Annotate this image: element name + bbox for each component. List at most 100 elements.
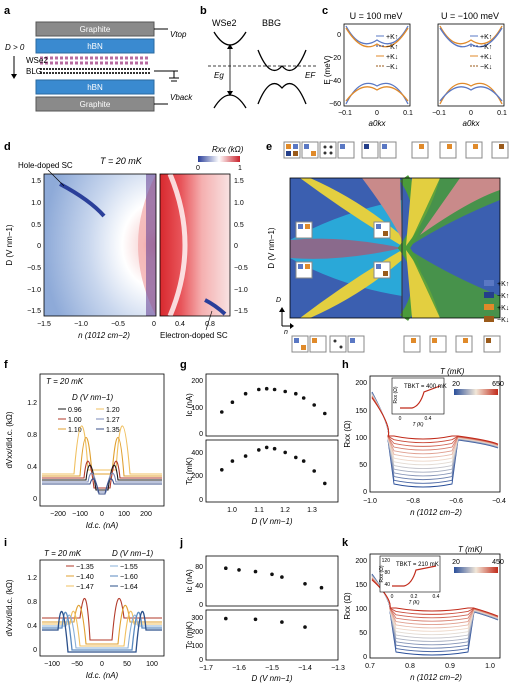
wse2-valence-band [213,94,247,109]
d-xtick: −1.5 [37,321,51,328]
g-bottom-axes [205,439,339,503]
d-cbar-tick: 1 [238,165,242,172]
data-point [312,469,317,473]
panel-h: h T (mK) 20 650 TBKT = 400 mK Rxx (Ω) 0 … [342,359,506,517]
legend-item: −K↑ [497,293,509,300]
layer-label: hBN [87,83,103,92]
panel-g: g Ic (nA) Tc (mK) 200 100 0 400 200 0 1.… [180,359,339,526]
k-cbar-tick: 450 [492,559,504,566]
j-ytick: 0 [199,657,203,664]
d-ytick-right: 1.0 [234,200,244,207]
legend-item: −1.55 [120,564,138,571]
panel-letter-a: a [4,5,11,17]
data-point [243,391,248,396]
i-temperature: T = 20 mK [44,549,82,558]
data-point [294,455,298,460]
k-xtick: 1.0 [485,663,495,670]
j-ylabel-bottom: Tc (mK) [185,621,194,649]
e-bottom-icons [291,335,501,353]
wse2-label: WSe2 [26,56,48,65]
g-xlabel: D (V nm−1) [251,517,292,526]
data-point [264,386,269,391]
d-electron-sc-feature [204,298,227,316]
j-ytick: 100 [191,643,203,650]
d-xtick: 0.4 [175,321,185,328]
d-ytick: 1.0 [31,200,41,207]
k-inset-ylabel: Rxx (Ω) [379,565,385,582]
j-top-axes [205,555,339,607]
panel-d: d T = 20 mK Rxx (kΩ) 0 1 D (V nm−1) 1.5 … [4,141,248,340]
i-xtick: 0 [100,661,104,668]
d-electron-sc-annotation: Electron-doped SC [160,331,228,340]
f-legend: 0.96 1.00 1.10 1.20 1.27 1.35 [58,407,120,434]
f-ylabel: dVxx/dId.c. (kΩ) [5,411,14,468]
h-inset-xlabel: T (K) [412,422,423,428]
g-ytick: 200 [191,473,203,480]
d-ytick: 1.5 [31,178,41,185]
v-back-label: Vback [170,93,193,102]
f-ytick: 0.8 [27,432,37,439]
h-xlabel: n (1012 cm−2) [410,508,462,517]
d-xtick: −1.0 [74,321,88,328]
wse2-title: WSe2 [212,18,237,28]
panel-letter-i: i [4,537,7,549]
c-right-axes [437,23,505,107]
blg-layer [40,68,150,74]
i-ytick: 0 [33,647,37,654]
c-xlabel: a0kx [369,119,387,128]
h-colorbar [454,389,498,395]
h-inset-xtick: 0.4 [425,416,432,422]
d-ytick-right: 0.5 [234,222,244,229]
d-ytick: −1.5 [27,308,41,315]
g-ylabel-bottom: Tc (mK) [185,457,194,485]
f-temperature: T = 20 mK [46,377,84,386]
bbg-valence-band [257,83,307,105]
panel-i: i T = 20 mK D (V nm−1) −1.35 −1.40 −1.47… [4,537,165,680]
legend-item: +K↑ [386,34,398,41]
d-ytick-right: 1.5 [234,178,244,185]
c-xtick: −0.1 [432,110,446,117]
i-xtick: −100 [44,661,60,668]
g-xtick: 1.2 [280,507,290,514]
g-top-points [220,386,327,416]
data-point [283,450,288,455]
k-inset-text: TBKT = 210 mK [396,562,439,568]
e-top-icons [283,141,509,159]
h-xtick: −0.6 [449,498,463,505]
e-axis-d: D [276,297,281,304]
k-cbar-label: T (mK) [458,545,483,554]
k-xtick: 0.9 [445,663,455,670]
panel-letter-k: k [342,537,349,549]
panel-f: f T = 20 mK D (V nm−1) 0.96 1.00 1.10 1.… [4,359,165,530]
panel-letter-b: b [200,5,207,17]
d-ytick: −1.0 [27,287,41,294]
d-ytick-right: −1.5 [234,308,248,315]
g-bottom-points [220,445,327,486]
layer-label: Graphite [80,25,111,34]
j-bottom-axes [205,609,339,661]
i-ytick: 0.4 [27,623,37,630]
g-ytick: 0 [199,497,203,504]
data-point [294,391,298,396]
c-ytick: −60 [329,101,341,108]
h-ytick: 150 [355,408,367,415]
g-ylabel-top: Ic (nA) [185,393,194,417]
g-xtick: 1.0 [227,507,237,514]
layer-hbn-bottom [35,79,155,95]
e-region-pink [362,178,402,240]
data-point [303,582,307,586]
panel-b: b WSe2 BBG Eg EF [200,5,316,109]
data-point [323,411,327,416]
h-ytick: 100 [355,435,367,442]
c-legend-left: +K↑ −K↑ +K↓ −K↓ [376,34,398,71]
legend-item: +K↓ [497,305,509,312]
f-ytick: 1.2 [27,400,37,407]
legend-item: +K↓ [480,54,492,61]
k-xlabel: n (1012 cm−2) [410,673,462,682]
k-inset-xtick: 0.2 [411,594,418,600]
data-point [283,389,288,394]
d-ytick-right: 0 [234,243,238,250]
j-xtick: −1.6 [232,665,246,672]
j-ylabel-top: Ic (nA) [185,569,194,593]
legend-item: −K↑ [480,44,492,51]
